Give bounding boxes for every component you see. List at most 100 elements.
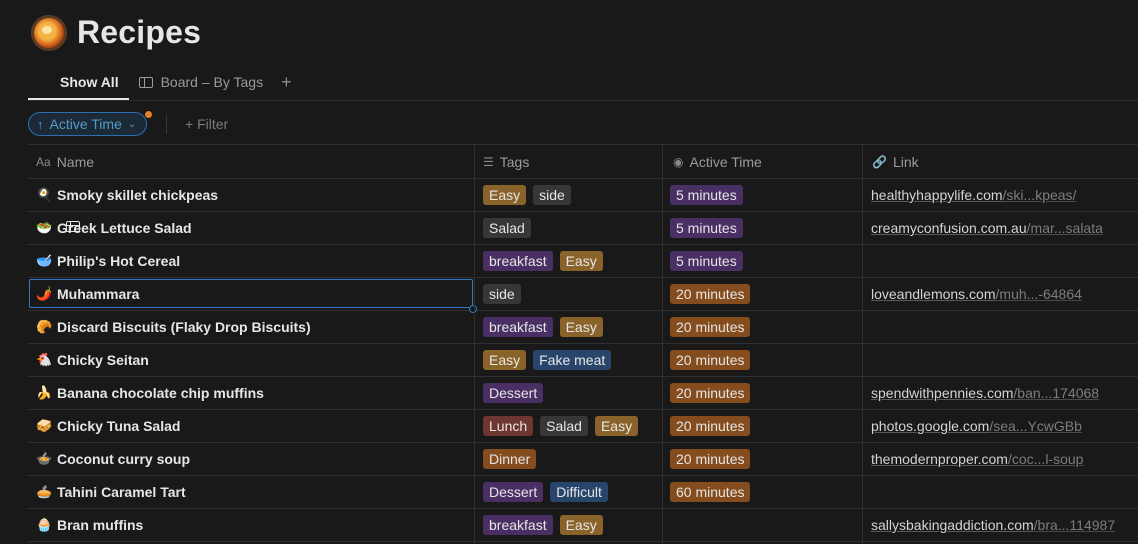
- name-cell[interactable]: 🥪 Chicky Tuna Salad: [36, 410, 180, 442]
- tags-cell[interactable]: side: [483, 278, 528, 310]
- sort-indicator-dot: [145, 111, 152, 118]
- tag-badge: Dessert: [483, 482, 544, 502]
- active-time-cell[interactable]: 5 minutes: [670, 212, 750, 244]
- name-cell[interactable]: 🐔 Chicky Seitan: [36, 344, 149, 376]
- link-path[interactable]: /ban...174068: [1013, 385, 1100, 401]
- name-cell[interactable]: 🌶️ Muhammara: [36, 278, 139, 310]
- table-body: 🍳 Smoky skillet chickpeas Easy side 5 minute…: [28, 179, 1138, 542]
- tab-show-all[interactable]: Show All: [28, 64, 129, 232]
- tags-cell[interactable]: Dessert Difficult: [483, 476, 615, 508]
- active-time-cell[interactable]: 20 minutes: [670, 344, 757, 376]
- link-host[interactable]: spendwithpennies.com: [871, 385, 1014, 401]
- table-row[interactable]: 🥧 Tahini Caramel Tart Dessert Difficult 60 m…: [28, 476, 1138, 509]
- link-path[interactable]: /mar...salata: [1026, 220, 1103, 236]
- tags-cell[interactable]: Dessert: [483, 377, 550, 409]
- link-icon: 🔗: [872, 154, 887, 169]
- time-badge: 20 minutes: [670, 350, 751, 370]
- recipe-emoji-icon: 🥣: [36, 253, 53, 268]
- active-time-cell[interactable]: 20 minutes: [670, 410, 757, 442]
- link-cell[interactable]: spendwithpennies.com/ban...174068: [871, 377, 1099, 409]
- filter-button[interactable]: + Filter: [185, 116, 229, 132]
- name-cell[interactable]: 🥧 Tahini Caramel Tart: [36, 476, 186, 508]
- time-badge: 20 minutes: [670, 449, 751, 469]
- active-time-cell[interactable]: 20 minutes: [670, 278, 757, 310]
- table-row[interactable]: 🌶️ Muhammara side 20 minutes loveandlemons.c…: [28, 278, 1138, 313]
- tag-badge: Lunch: [483, 416, 534, 436]
- recipe-name[interactable]: Chicky Tuna Salad: [57, 418, 181, 434]
- table-row[interactable]: 🍳 Smoky skillet chickpeas Easy side 5 minute…: [28, 179, 1138, 212]
- recipe-name[interactable]: Greek Lettuce Salad: [57, 220, 192, 236]
- link-path[interactable]: /bra...114987: [1033, 517, 1116, 533]
- link-path[interactable]: /muh...-64864: [995, 286, 1082, 302]
- tags-cell[interactable]: Easy side: [483, 179, 578, 211]
- active-time-cell[interactable]: 20 minutes: [670, 377, 757, 409]
- active-time-cell[interactable]: 5 minutes: [670, 245, 750, 277]
- table-row[interactable]: 🐔 Chicky Seitan Easy Fake meat 20 minutes: [28, 344, 1138, 377]
- table-row[interactable]: 🍌 Banana chocolate chip muffins Dessert 20 …: [28, 377, 1138, 410]
- name-cell[interactable]: 🍌 Banana chocolate chip muffins: [36, 377, 264, 409]
- column-header-link[interactable]: 🔗 Link: [872, 145, 919, 178]
- sort-button[interactable]: ↑ Active Time ⌄: [28, 112, 148, 136]
- active-time-cell[interactable]: 5 minutes: [670, 179, 750, 211]
- name-cell[interactable]: 🍳 Smoky skillet chickpeas: [36, 179, 218, 211]
- active-time-cell[interactable]: 20 minutes: [670, 443, 757, 475]
- link-cell[interactable]: photos.google.com/sea...YcwGBb: [871, 410, 1082, 442]
- recipe-name[interactable]: Muhammara: [57, 286, 140, 302]
- recipe-name[interactable]: Tahini Caramel Tart: [57, 484, 186, 500]
- page-title: Recipes: [77, 14, 202, 50]
- link-host[interactable]: themodernproper.com: [871, 451, 1008, 467]
- time-badge: 5 minutes: [670, 185, 743, 205]
- link-host[interactable]: healthyhappylife.com: [871, 187, 1003, 203]
- name-cell[interactable]: 🧁 Bran muffins: [36, 509, 143, 541]
- table-row[interactable]: 🧁 Bran muffins breakfast Easy sallysbakingad…: [28, 509, 1138, 542]
- link-host[interactable]: photos.google.com: [871, 418, 990, 434]
- page-icon[interactable]: [31, 15, 67, 51]
- tags-cell[interactable]: breakfast Easy: [483, 245, 610, 277]
- name-cell[interactable]: 🍲 Coconut curry soup: [36, 443, 190, 475]
- tab-board-by-tags[interactable]: Board – By Tags: [129, 64, 273, 100]
- recipe-name[interactable]: Banana chocolate chip muffins: [57, 385, 264, 401]
- table-row[interactable]: 🥣 Philip's Hot Cereal breakfast Easy 5 minut…: [28, 245, 1138, 278]
- link-cell[interactable]: loveandlemons.com/muh...-64864: [871, 278, 1082, 310]
- toolbar-divider: [166, 115, 167, 134]
- table-row[interactable]: 🥪 Chicky Tuna Salad Lunch Salad Easy 20 minut…: [28, 410, 1138, 443]
- tags-cell[interactable]: Salad: [483, 212, 538, 244]
- link-path[interactable]: /ski...kpeas/: [1002, 187, 1077, 203]
- resize-handle[interactable]: [469, 305, 477, 313]
- link-host[interactable]: creamyconfusion.com.au: [871, 220, 1027, 236]
- tags-cell[interactable]: Dinner: [483, 443, 543, 475]
- table-row[interactable]: 🍲 Coconut curry soup Dinner 20 minutes themo…: [28, 443, 1138, 476]
- link-host[interactable]: sallysbakingaddiction.com: [871, 517, 1034, 533]
- column-header-name[interactable]: Aa Name: [36, 145, 94, 178]
- recipe-name[interactable]: Coconut curry soup: [57, 451, 191, 467]
- tags-cell[interactable]: Lunch Salad Easy: [483, 410, 645, 442]
- link-cell[interactable]: healthyhappylife.com/ski...kpeas/: [871, 179, 1076, 211]
- link-path[interactable]: /sea...YcwGBb: [989, 418, 1082, 434]
- tags-cell[interactable]: breakfast Easy: [483, 509, 610, 541]
- recipe-name[interactable]: Smoky skillet chickpeas: [57, 187, 219, 203]
- tags-cell[interactable]: breakfast Easy: [483, 311, 610, 343]
- recipe-name[interactable]: Discard Biscuits (Flaky Drop Biscuits): [57, 319, 311, 335]
- table-row[interactable]: 🥗 Greek Lettuce Salad Salad 5 minutes creamy…: [28, 212, 1138, 245]
- time-badge: 5 minutes: [670, 218, 743, 238]
- link-cell[interactable]: creamyconfusion.com.au/mar...salata: [871, 212, 1103, 244]
- link-host[interactable]: loveandlemons.com: [871, 286, 996, 302]
- name-cell[interactable]: 🥐 Discard Biscuits (Flaky Drop Biscuits): [36, 311, 311, 343]
- active-time-cell[interactable]: 60 minutes: [670, 476, 757, 508]
- recipe-name[interactable]: Bran muffins: [57, 517, 144, 533]
- recipe-emoji-icon: 🐔: [36, 352, 53, 367]
- tags-cell[interactable]: Easy Fake meat: [483, 344, 618, 376]
- recipe-name[interactable]: Philip's Hot Cereal: [57, 253, 181, 269]
- add-view-button[interactable]: +: [281, 71, 292, 92]
- active-time-cell[interactable]: 20 minutes: [670, 311, 757, 343]
- link-cell[interactable]: themodernproper.com/coc...l-soup: [871, 443, 1083, 475]
- table-row[interactable]: 🥐 Discard Biscuits (Flaky Drop Biscuits) b…: [28, 311, 1138, 344]
- column-header-active-time[interactable]: ◉ Active Time: [673, 145, 762, 178]
- recipe-name[interactable]: Chicky Seitan: [57, 352, 149, 368]
- link-path[interactable]: /coc...l-soup: [1007, 451, 1084, 467]
- link-cell[interactable]: sallysbakingaddiction.com/bra...114987: [871, 509, 1115, 541]
- chevron-down-icon: ⌄: [127, 118, 137, 130]
- name-cell[interactable]: 🥗 Greek Lettuce Salad: [36, 212, 192, 244]
- column-header-tags[interactable]: ☰ Tags: [483, 145, 529, 178]
- name-cell[interactable]: 🥣 Philip's Hot Cereal: [36, 245, 180, 277]
